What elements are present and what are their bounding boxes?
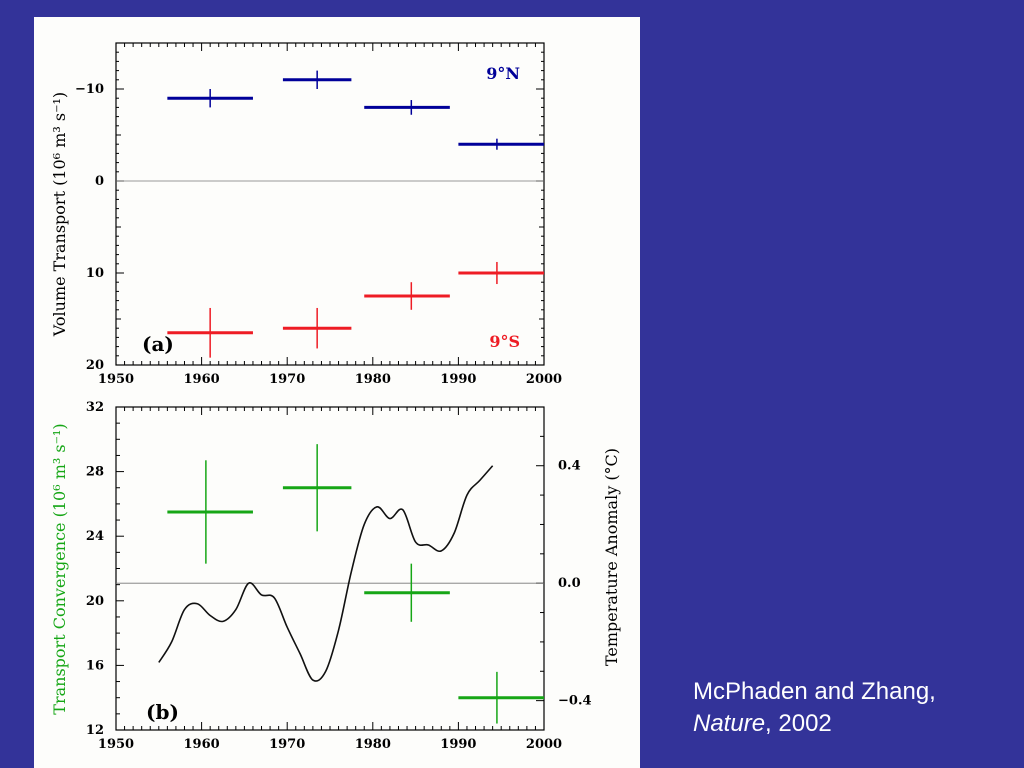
panel-a-xtick-label: 1950 (98, 372, 134, 387)
panel-b-y2tick-label: −0.4 (558, 694, 592, 709)
panel-a-ytick-label: 20 (86, 358, 104, 373)
panel-b-xtick-label: 1990 (440, 737, 476, 752)
panel-b-ytick-label: 32 (86, 400, 104, 415)
panel-b-ticks: 1950 1960 1970 1980 1990 2000 12 16 20 24 28 32 −0.4… (86, 400, 592, 752)
panel-a-ticks: 1950 1960 1970 1980 1990 2000 −10 0 10 20 (75, 42, 562, 387)
panel-a-xtick-label: 1990 (440, 372, 476, 387)
panel-a-xtick-label: 1960 (184, 372, 220, 387)
panel-a-xtick-label: 2000 (526, 372, 562, 387)
panel-b-data (158, 444, 544, 724)
panel-b-ytick-label: 16 (86, 658, 104, 673)
panel-b-y2tick-label: 0.4 (558, 459, 581, 474)
panel-b-ytick-label: 24 (86, 529, 104, 544)
panel-b-xtick-label: 1980 (355, 737, 391, 752)
panel-b-xtick-label: 1960 (184, 737, 220, 752)
figure-panel: 1950 1960 1970 1980 1990 2000 −10 0 10 20 (a) 9°N… (34, 17, 640, 768)
citation-journal: Nature (693, 710, 766, 737)
panel-b-frame (115, 406, 545, 731)
legend-south: 9°S (489, 332, 520, 351)
panel-a-xtick-label: 1970 (269, 372, 305, 387)
temperature-anomaly-line (158, 465, 494, 682)
panel-b-y2tick-label: 0.0 (558, 576, 581, 591)
panel-b-xtick-label: 1950 (98, 737, 134, 752)
panel-a-ytick-label: 10 (86, 266, 104, 281)
panel-b-ytick-label: 20 (86, 594, 104, 609)
panel-a-ylabel: Volume Transport (10⁶ m³ s⁻¹) (50, 92, 69, 337)
panel-a-ytick-label: 0 (95, 174, 104, 189)
citation-year: , 2002 (765, 710, 832, 737)
panel-a-ytick-label: −10 (75, 82, 104, 97)
citation: McPhaden and Zhang, Nature, 2002 (693, 676, 936, 740)
figure-svg: 1950 1960 1970 1980 1990 2000 −10 0 10 20 (a) 9°N… (50, 42, 621, 752)
panel-b-xtick-label: 1970 (269, 737, 305, 752)
panel-b-xtick-label: 2000 (526, 737, 562, 752)
panel-b-ylabel: Transport Convergence (10⁶ m³ s⁻¹) (50, 423, 69, 714)
panel-a-data (167, 70, 544, 358)
panel-a-label: (a) (142, 332, 174, 356)
panel-b-ytick-label: 28 (86, 465, 104, 480)
panel-a-frame (115, 42, 545, 366)
panel-b: 1950 1960 1970 1980 1990 2000 12 16 20 24 28 32 −0.4… (50, 400, 621, 752)
panel-a-xtick-label: 1980 (355, 372, 391, 387)
panel-b-y2label: Temperature Anomaly (°C) (602, 448, 621, 666)
legend-north: 9°N (486, 64, 520, 83)
panel-b-label: (b) (146, 700, 179, 724)
citation-source: Nature, 2002 (693, 708, 936, 740)
panel-a: 1950 1960 1970 1980 1990 2000 −10 0 10 20 (a) 9°N… (50, 42, 562, 387)
citation-authors: McPhaden and Zhang, (693, 678, 936, 705)
panel-b-ytick-label: 12 (86, 723, 104, 738)
